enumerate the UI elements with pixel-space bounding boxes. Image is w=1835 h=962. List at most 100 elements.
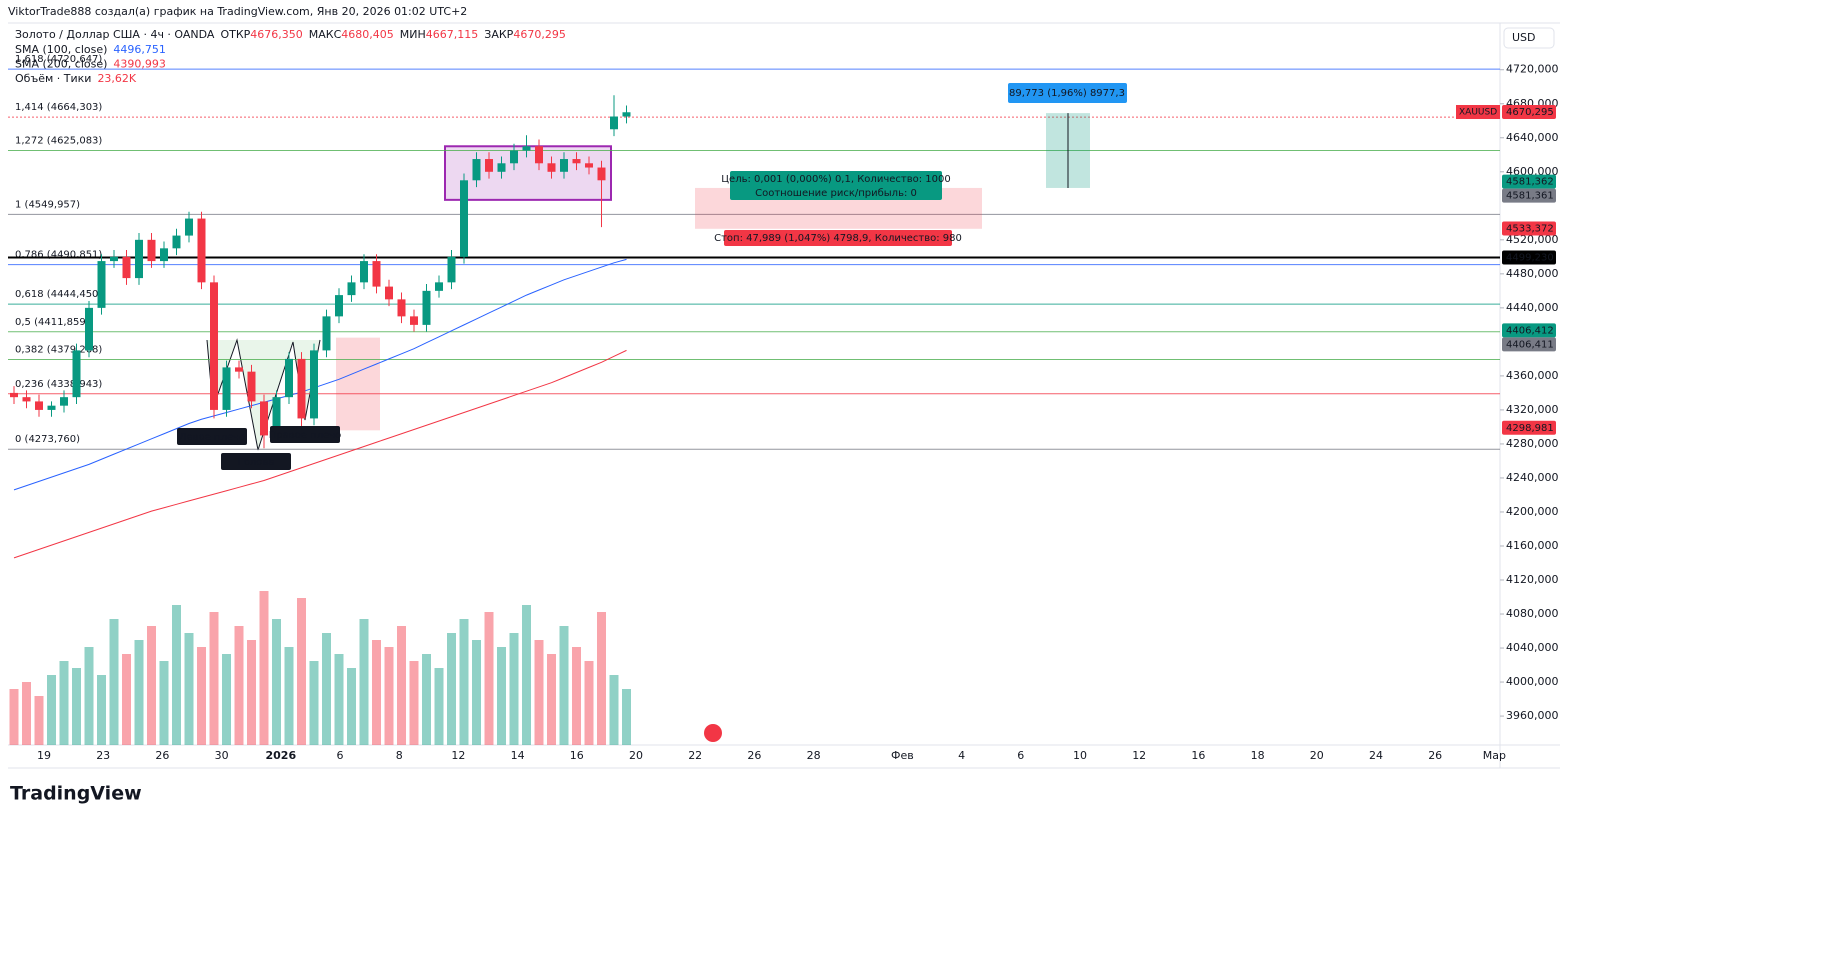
candle-body [610,116,618,130]
x-tick-label: 8 [396,749,403,762]
ohlc-label: МАКС [309,28,342,41]
candle-body [197,218,206,283]
x-tick-label: 20 [629,749,643,762]
pattern-label: Правое плечо [269,430,341,441]
indicator-value: 4496,751 [113,43,166,56]
price-badge-label: 4533,372 [1506,223,1554,234]
indicator-value: 23,62K [97,72,136,85]
volume-bar [322,633,331,745]
candle-body [147,239,156,262]
candle-body [97,261,106,308]
x-tick-label: 26 [155,749,169,762]
candle-body [60,397,68,406]
candle-body [335,295,343,317]
candle-body [435,282,443,291]
target-label: Цель: 0,001 (0,000%) 0,1, Количество: 10… [721,174,950,185]
candle-body [347,282,356,296]
indicator: SMA (200, close) 4390,993 [15,58,166,71]
candle-body [260,401,268,436]
pattern-label-bg [270,426,340,443]
x-tick-label: 20 [1310,749,1324,762]
indicator-name: SMA (200, close) [15,58,107,71]
target-label-bg [730,171,942,200]
x-tick-label: 28 [807,749,821,762]
candle-body [535,146,543,164]
volume-bar [172,605,181,745]
y-tick-label: 4200,000 [1506,505,1559,518]
ohlc-label: ЗАКР [484,28,513,41]
candle-body [185,218,193,236]
fib-label: 1,272 (4625,083) [15,135,102,146]
candle-body [385,286,393,300]
ratio-label: Соотношение риск/прибыль: 0 [755,188,917,199]
candle-body [297,358,306,419]
fib-label: 0,382 (4379,268) [15,345,102,356]
x-tick-label: 6 [1017,749,1024,762]
y-tick-label: 4120,000 [1506,573,1559,586]
y-tick-label: 4720,000 [1506,63,1559,76]
volume-bar [59,661,69,745]
candle-body [210,282,218,410]
stop-label: Стоп: 47,989 (1,047%) 4798,9, Количество… [714,233,962,244]
volume-bar [472,640,481,745]
volume-bar [372,640,381,745]
volume-bar [197,647,206,745]
volume-bar [447,633,456,745]
sma100-line [13,258,627,491]
volume-bar [159,661,169,745]
volume-bar [597,612,606,745]
volume-bar [572,647,581,745]
candle-body [172,235,181,249]
volume-bar [259,591,269,745]
x-tick-label: 10 [1073,749,1087,762]
x-tick-label: 24 [1369,749,1383,762]
event-icon[interactable] [704,724,722,742]
volume-bar [359,619,369,745]
candle-body [372,261,381,287]
volume-bar [109,619,119,745]
x-tick-label: 16 [570,749,584,762]
x-tick-label: 6 [337,749,344,762]
ohlc-label: ОТКР [220,28,250,41]
volume-bar [459,619,469,745]
volume-bar [347,668,356,745]
x-tick-label: 16 [1191,749,1205,762]
author-line: ViktorTrade888 создал(а) график на Tradi… [8,5,467,18]
x-tick-label: 2026 [265,749,296,762]
volume-bar [434,668,444,745]
symbol: Золото / Доллар США · 4ч · OANDA [15,28,215,41]
ohlc-value: 4676,350 [250,28,303,41]
candle-body [510,150,518,164]
x-tick-label: 26 [1428,749,1442,762]
price-badge-label: 4581,361 [1506,191,1554,202]
price-badge [1502,105,1556,120]
price-badge [1502,174,1556,189]
volume-bar [147,626,156,745]
volume-bar [184,633,194,745]
fib-label: 0,786 (4490,851) [15,250,102,261]
x-tick-label: 14 [511,749,525,762]
candle-body [72,350,81,398]
pink-box [336,337,380,431]
y-tick-label: 4320,000 [1506,403,1559,416]
y-tick-label: 4040,000 [1506,641,1559,654]
x-tick-label: 4 [958,749,965,762]
price-badge-label: 4670,295 [1506,107,1554,118]
fib-label: 1,414 (4664,303) [15,102,102,113]
currency-button[interactable] [1503,27,1555,49]
candle-body [460,180,468,257]
candle-body [447,256,456,283]
x-tick-label: 18 [1251,749,1265,762]
price-badge-label: 4298,981 [1506,423,1554,434]
volume-bar [422,654,431,745]
price-badge-label: 4581,362 [1506,177,1554,188]
candle-body [422,290,431,325]
candle-body [160,248,168,262]
y-tick-label: 4360,000 [1506,369,1559,382]
sma200-line [13,349,627,559]
currency[interactable]: USD [1512,31,1536,44]
indicator-name: SMA (100, close) [15,43,107,56]
volume-bar [247,640,256,745]
